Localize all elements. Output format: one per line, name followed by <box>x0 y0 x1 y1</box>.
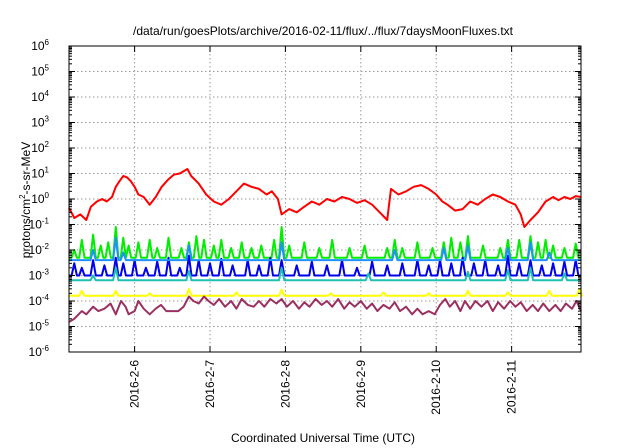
y-tick-label-exponent: 2 <box>45 140 50 149</box>
y-axis-label-rest: -s-sr-MeV <box>19 142 33 195</box>
y-tick-label-base: 10 <box>29 345 43 359</box>
y-tick-label: 10-6 <box>29 344 50 359</box>
y-tick-label-base: 10 <box>31 39 45 53</box>
x-tick-label: 2016-2-8 <box>278 360 292 408</box>
series-group <box>68 168 584 323</box>
chart-title: /data/run/goesPlots/archive/2016-02-11/f… <box>133 24 514 38</box>
y-tick-label: 106 <box>31 38 49 53</box>
y-tick-label: 105 <box>31 64 49 79</box>
ticks: 10-610-510-410-310-210-11001011021031041… <box>29 38 581 415</box>
y-tick-label-exponent: 5 <box>45 64 50 73</box>
y-tick-label-exponent: 6 <box>45 38 50 47</box>
y-tick-label-base: 10 <box>29 320 43 334</box>
y-tick-label-exponent: 3 <box>45 115 50 124</box>
y-tick-label: 101 <box>31 166 49 181</box>
y-tick-label-exponent: 0 <box>45 191 50 200</box>
y-tick-label-base: 10 <box>31 65 45 79</box>
y-tick-label-base: 10 <box>29 294 43 308</box>
y-tick-label: 103 <box>31 115 49 130</box>
y-axis-label-base: protons/cm <box>19 199 33 258</box>
y-tick-label: 100 <box>31 191 49 206</box>
y-tick-label-exponent: -5 <box>42 319 50 328</box>
y-axis-label: protons/cm2-s-sr-MeV <box>18 142 33 258</box>
series-line-5 <box>69 266 581 282</box>
series-line-7 <box>68 295 582 323</box>
y-tick-label-exponent: -2 <box>42 242 50 251</box>
x-tick-label: 2016-2-9 <box>354 360 368 408</box>
y-tick-label-base: 10 <box>29 269 43 283</box>
series-line-1 <box>68 168 582 228</box>
series-line-2 <box>69 226 581 259</box>
y-tick-label-base: 10 <box>31 192 45 206</box>
series-line-4 <box>69 236 581 262</box>
y-tick-label-base: 10 <box>31 141 45 155</box>
y-tick-label-exponent: 4 <box>45 89 50 98</box>
y-tick-label: 10-1 <box>29 217 50 232</box>
y-tick-label-exponent: -3 <box>42 268 50 277</box>
series-line-6 <box>69 287 584 297</box>
x-tick-label: 2016-2-7 <box>203 360 217 408</box>
y-tick-label-base: 10 <box>31 90 45 104</box>
x-tick-label: 2016-2-10 <box>429 360 443 415</box>
y-tick-label-base: 10 <box>29 243 43 257</box>
y-tick-label-exponent: -6 <box>42 344 50 353</box>
grid <box>69 46 581 352</box>
y-tick-label: 10-2 <box>29 242 50 257</box>
y-tick-label-base: 10 <box>31 116 45 130</box>
y-tick-label: 10-5 <box>29 319 50 334</box>
y-tick-label-base: 10 <box>31 167 45 181</box>
x-tick-label: 2016-2-6 <box>128 360 142 408</box>
x-axis-label: Coordinated Universal Time (UTC) <box>231 431 415 445</box>
y-tick-label-exponent: -1 <box>42 217 50 226</box>
series-line-3 <box>69 254 581 277</box>
y-tick-label: 104 <box>31 89 49 104</box>
y-tick-label: 10-4 <box>29 293 50 308</box>
x-tick-label: 2016-2-11 <box>505 360 519 414</box>
y-tick-label-exponent: 1 <box>45 166 50 175</box>
y-tick-label: 10-3 <box>29 268 50 283</box>
y-tick-label-exponent: -4 <box>42 293 50 302</box>
y-axis-label-superscript: 2 <box>18 194 27 199</box>
y-tick-label-base: 10 <box>29 218 43 232</box>
y-tick-label: 102 <box>31 140 49 155</box>
